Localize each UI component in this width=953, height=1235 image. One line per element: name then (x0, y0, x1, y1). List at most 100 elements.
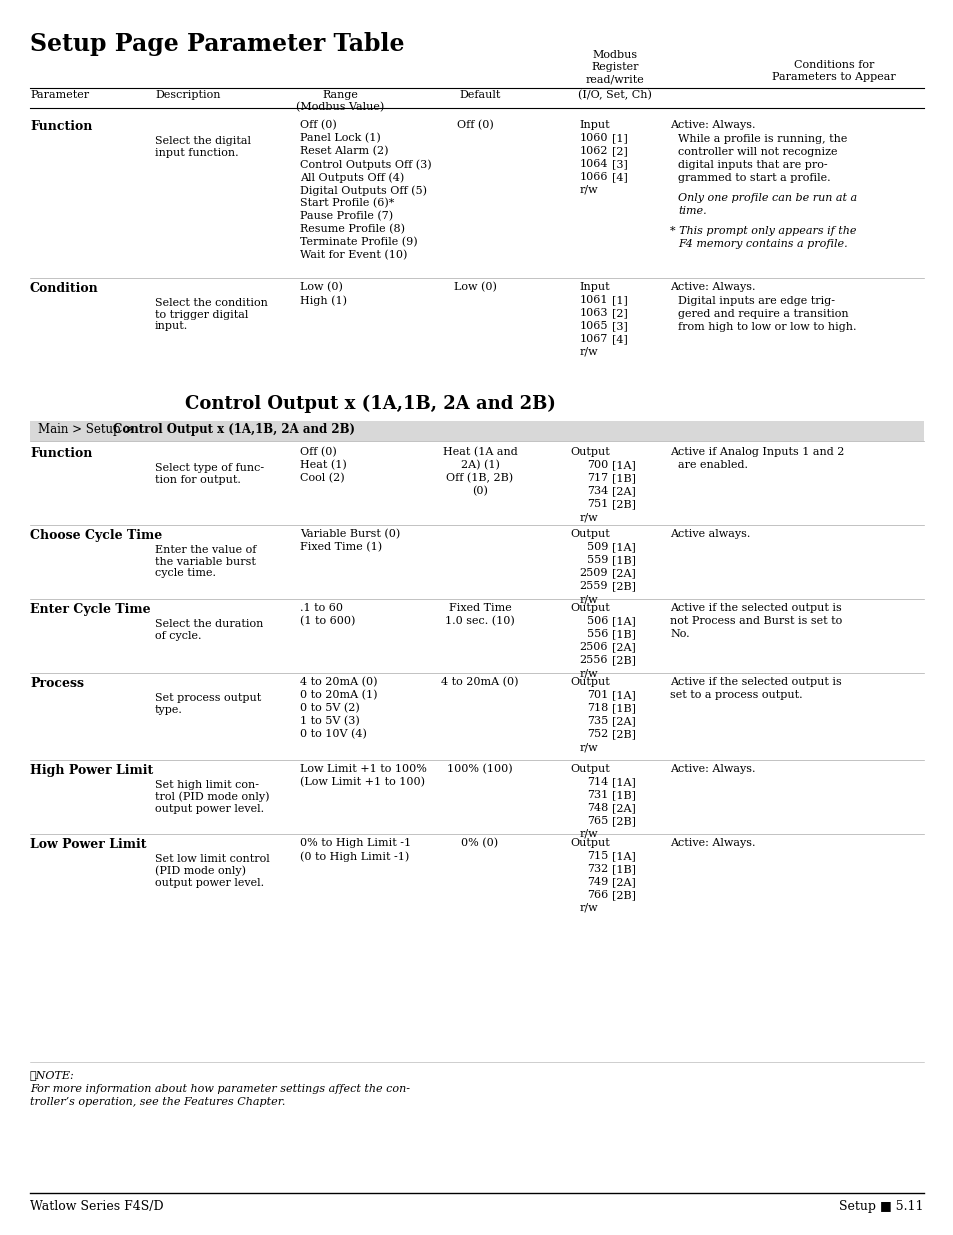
Text: 734: 734 (586, 487, 607, 496)
Text: [2]: [2] (612, 308, 627, 317)
Text: Low Limit +1 to 100%: Low Limit +1 to 100% (299, 764, 426, 774)
Text: [2A]: [2A] (612, 803, 636, 813)
Text: Description: Description (154, 90, 220, 100)
Text: 749: 749 (586, 877, 607, 887)
Text: Setup ■ 5.11: Setup ■ 5.11 (839, 1200, 923, 1213)
Text: 715: 715 (586, 851, 607, 861)
Text: Modbus: Modbus (592, 49, 637, 61)
Text: not Process and Burst is set to: not Process and Burst is set to (669, 616, 841, 626)
Text: from high to low or low to high.: from high to low or low to high. (678, 322, 856, 332)
Text: Digital inputs are edge trig-: Digital inputs are edge trig- (678, 296, 834, 306)
Text: Off (0): Off (0) (456, 120, 493, 131)
Text: [1A]: [1A] (612, 616, 636, 626)
Text: (0): (0) (472, 487, 487, 496)
Text: Panel Lock (1): Panel Lock (1) (299, 133, 380, 143)
Bar (30, 421, 923, 441)
Text: ✓NOTE:: ✓NOTE: (30, 1070, 74, 1079)
Text: 2559: 2559 (578, 580, 607, 592)
Text: 1067: 1067 (579, 333, 607, 345)
Text: 735: 735 (586, 716, 607, 726)
Text: Start Profile (6)*: Start Profile (6)* (299, 198, 394, 209)
Text: Low (0): Low (0) (453, 282, 496, 293)
Text: 1064: 1064 (578, 159, 607, 169)
Bar (280, 393, 539, 419)
Text: Low (0): Low (0) (299, 282, 342, 293)
Text: .1 to 60: .1 to 60 (299, 603, 343, 613)
Text: grammed to start a profile.: grammed to start a profile. (678, 173, 830, 183)
Text: [1]: [1] (612, 295, 627, 305)
Text: Select type of func-
tion for output.: Select type of func- tion for output. (154, 463, 264, 484)
Text: Watlow Series F4S/D: Watlow Series F4S/D (30, 1200, 164, 1213)
Text: [2A]: [2A] (612, 568, 636, 578)
Text: F4 memory contains a profile.: F4 memory contains a profile. (678, 240, 846, 249)
Text: Condition: Condition (30, 282, 99, 295)
Text: Choose Cycle Time: Choose Cycle Time (30, 529, 162, 542)
Text: (I/O, Set, Ch): (I/O, Set, Ch) (578, 90, 651, 100)
Text: 765: 765 (586, 816, 607, 826)
Text: 0 to 5V (2): 0 to 5V (2) (299, 703, 359, 714)
Text: For more information about how parameter settings affect the con-: For more information about how parameter… (30, 1084, 410, 1094)
Text: No.: No. (669, 629, 689, 638)
Text: time.: time. (678, 206, 706, 216)
Text: 4 to 20mA (0): 4 to 20mA (0) (441, 677, 518, 688)
Text: All Outputs Off (4): All Outputs Off (4) (299, 172, 404, 183)
Text: [1B]: [1B] (612, 790, 636, 800)
Text: 100% (100): 100% (100) (447, 764, 513, 774)
Text: Active if the selected output is: Active if the selected output is (669, 603, 841, 613)
Text: Set process output
type.: Set process output type. (154, 693, 261, 715)
Text: Conditions for: Conditions for (793, 61, 873, 70)
Text: are enabled.: are enabled. (678, 459, 747, 471)
Text: Control Output x (1A,1B, 2A and 2B): Control Output x (1A,1B, 2A and 2B) (112, 424, 355, 436)
Text: [1A]: [1A] (612, 542, 636, 552)
Text: 2506: 2506 (578, 642, 607, 652)
Text: High Power Limit: High Power Limit (30, 764, 153, 777)
Text: Control Outputs Off (3): Control Outputs Off (3) (299, 159, 431, 169)
Text: 0% to High Limit -1: 0% to High Limit -1 (299, 839, 411, 848)
Text: 509: 509 (586, 542, 607, 552)
Text: [2B]: [2B] (612, 499, 636, 509)
Text: set to a process output.: set to a process output. (669, 690, 801, 700)
Text: Off (1B, 2B): Off (1B, 2B) (446, 473, 513, 483)
Text: [1B]: [1B] (612, 473, 636, 483)
Text: [1]: [1] (612, 133, 627, 143)
Text: [1A]: [1A] (612, 690, 636, 700)
Text: r/w: r/w (579, 185, 598, 195)
Text: Select the condition
to trigger digital
input.: Select the condition to trigger digital … (154, 298, 268, 331)
Text: [2B]: [2B] (612, 580, 636, 592)
Text: While a profile is running, the: While a profile is running, the (678, 135, 846, 144)
Text: [4]: [4] (612, 333, 627, 345)
Text: 506: 506 (586, 616, 607, 626)
Text: 2556: 2556 (578, 655, 607, 664)
Text: Output: Output (570, 839, 609, 848)
Text: Only one profile can be run at a: Only one profile can be run at a (678, 193, 856, 203)
Text: 1066: 1066 (578, 172, 607, 182)
Text: [2A]: [2A] (612, 716, 636, 726)
Text: controller will not recognize: controller will not recognize (678, 147, 837, 157)
Text: Enter Cycle Time: Enter Cycle Time (30, 603, 151, 616)
Text: 2509: 2509 (578, 568, 607, 578)
Text: 718: 718 (586, 703, 607, 713)
Text: Active if the selected output is: Active if the selected output is (669, 677, 841, 687)
Text: troller’s operation, see the Features Chapter.: troller’s operation, see the Features Ch… (30, 1097, 285, 1107)
Text: [2A]: [2A] (612, 487, 636, 496)
Text: 1060: 1060 (578, 133, 607, 143)
Text: Active: Always.: Active: Always. (669, 120, 755, 130)
Text: [1A]: [1A] (612, 459, 636, 471)
Text: Active: Always.: Active: Always. (669, 764, 755, 774)
Text: r/w: r/w (579, 668, 598, 678)
Text: Active if Analog Inputs 1 and 2: Active if Analog Inputs 1 and 2 (669, 447, 843, 457)
Text: 701: 701 (586, 690, 607, 700)
Text: Off (0): Off (0) (299, 447, 336, 457)
Text: [2B]: [2B] (612, 655, 636, 664)
Text: 1062: 1062 (578, 146, 607, 156)
Text: 766: 766 (586, 890, 607, 900)
Text: Digital Outputs Off (5): Digital Outputs Off (5) (299, 185, 427, 195)
Text: Output: Output (570, 529, 609, 538)
Text: Function: Function (30, 120, 92, 133)
Text: r/w: r/w (579, 594, 598, 604)
Text: Parameter: Parameter (30, 90, 89, 100)
Text: Range
(Modbus Value): Range (Modbus Value) (295, 90, 384, 112)
Text: Setup Page Parameter Table: Setup Page Parameter Table (30, 32, 404, 56)
Text: (0 to High Limit -1): (0 to High Limit -1) (299, 851, 409, 862)
Text: Variable Burst (0): Variable Burst (0) (299, 529, 400, 540)
